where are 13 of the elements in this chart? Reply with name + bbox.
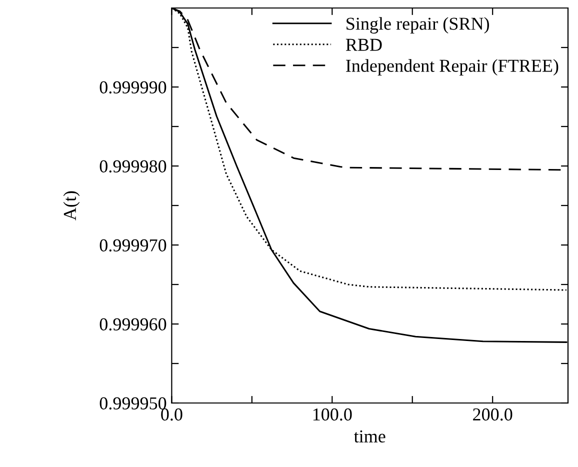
x-tick-label: 100.0 bbox=[313, 408, 352, 421]
legend-label: Independent Repair (FTREE) bbox=[346, 59, 558, 76]
y-tick-label: 0.999950 bbox=[100, 397, 166, 410]
y-tick-label: 0.999960 bbox=[100, 318, 166, 331]
y-tick-label: 0.999980 bbox=[100, 160, 166, 173]
x-tick-label: 200.0 bbox=[473, 408, 512, 421]
legend-label: RBD bbox=[346, 38, 382, 51]
x-tick-label: 0.0 bbox=[161, 408, 182, 421]
y-tick-label: 0.999990 bbox=[100, 81, 166, 94]
y-axis-title: A(t) bbox=[63, 191, 80, 220]
x-axis-title: time bbox=[354, 430, 386, 442]
legend-label: Single repair (SRN) bbox=[346, 17, 490, 34]
y-tick-label: 0.999970 bbox=[100, 239, 166, 252]
